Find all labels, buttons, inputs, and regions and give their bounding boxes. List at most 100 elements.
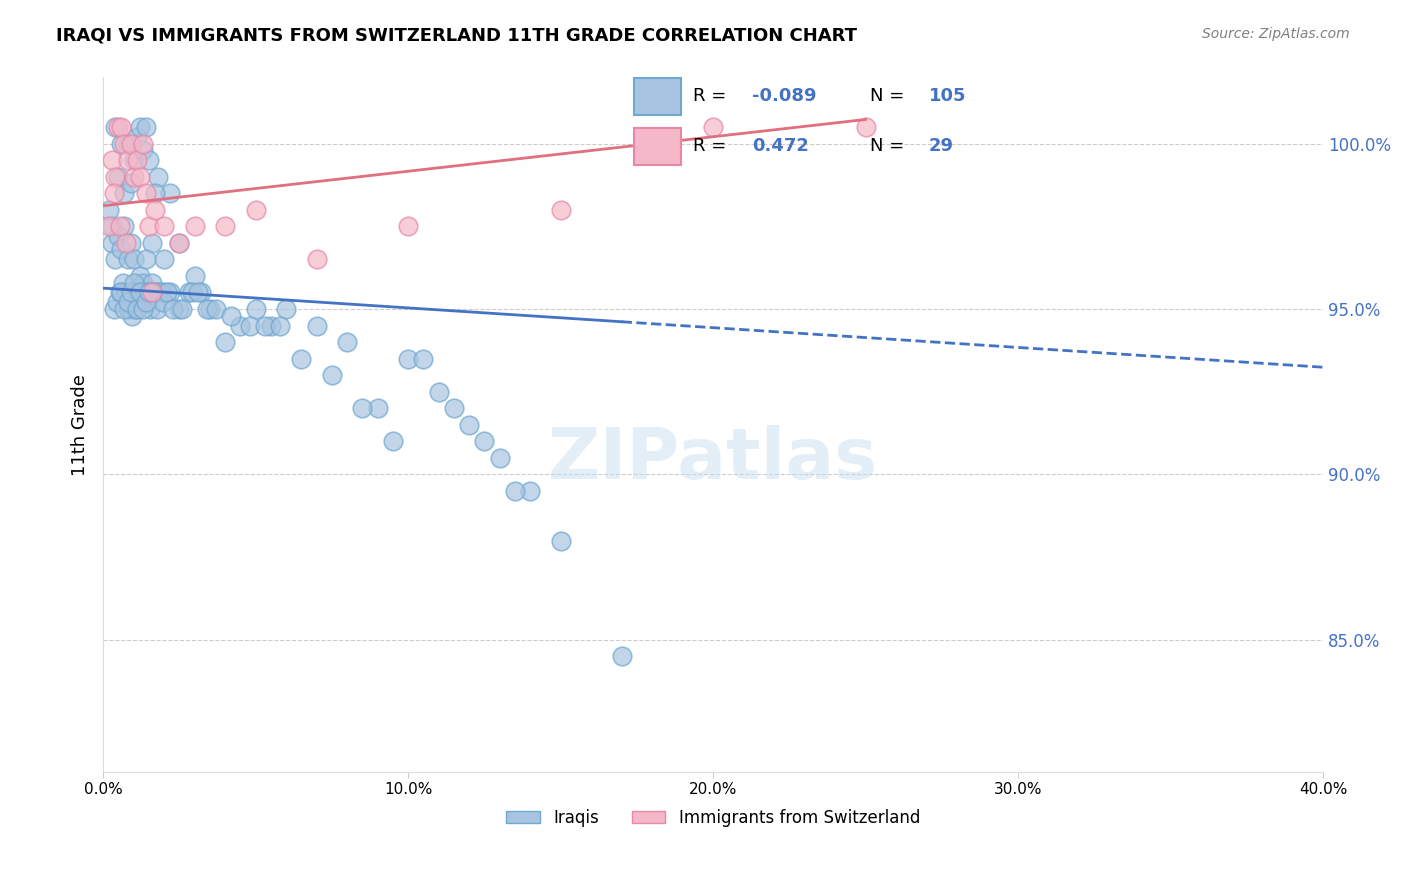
Point: [122, 153, 145, 168]
FancyBboxPatch shape: [634, 128, 681, 165]
Point: [260, 318, 283, 333]
Point: [153, 252, 176, 267]
Point: [183, 268, 205, 283]
Point: [198, 301, 221, 316]
Point: [118, 301, 141, 316]
Point: [153, 285, 176, 300]
Point: [148, 285, 170, 300]
Point: [122, 252, 145, 267]
Point: [103, 186, 125, 201]
Point: [121, 309, 143, 323]
Text: N =: N =: [870, 87, 910, 104]
Point: [111, 276, 134, 290]
Point: [172, 301, 194, 316]
Text: ZIPatlas: ZIPatlas: [548, 425, 879, 494]
Point: [138, 285, 160, 300]
Point: [177, 285, 200, 300]
Point: [162, 301, 184, 316]
Point: [104, 169, 127, 184]
Point: [101, 235, 124, 250]
Point: [114, 136, 136, 151]
Point: [336, 334, 359, 349]
Point: [132, 143, 155, 157]
Text: N =: N =: [870, 137, 910, 155]
Point: [114, 186, 136, 201]
Point: [107, 120, 129, 134]
Point: [139, 301, 162, 316]
Point: [115, 235, 138, 250]
Point: [169, 301, 191, 316]
Point: [125, 285, 148, 300]
Point: [138, 153, 160, 168]
FancyBboxPatch shape: [634, 78, 681, 115]
Point: [488, 450, 510, 465]
Point: [120, 285, 142, 300]
Point: [245, 301, 267, 316]
Point: [519, 483, 541, 498]
Point: [117, 252, 139, 267]
Point: [122, 276, 145, 290]
Point: [108, 285, 131, 300]
Point: [141, 276, 163, 290]
Point: [117, 136, 139, 151]
Point: [127, 285, 149, 300]
Point: [352, 401, 374, 416]
Point: [120, 136, 142, 151]
Point: [117, 295, 139, 310]
Point: [117, 153, 139, 168]
Point: [107, 169, 129, 184]
Point: [321, 368, 343, 383]
Point: [143, 202, 166, 217]
Point: [187, 285, 209, 300]
Point: [110, 120, 132, 134]
Point: [115, 285, 138, 300]
Point: [107, 229, 129, 244]
Point: [105, 295, 128, 310]
Point: [141, 285, 163, 300]
Point: [132, 276, 155, 290]
Point: [305, 252, 328, 267]
Point: [367, 401, 389, 416]
Point: [427, 384, 450, 399]
Point: [132, 301, 155, 316]
Legend: Iraqis, Immigrants from Switzerland: Iraqis, Immigrants from Switzerland: [499, 802, 927, 833]
Point: [142, 285, 165, 300]
Point: [205, 301, 228, 316]
Point: [276, 301, 298, 316]
Point: [195, 301, 218, 316]
Point: [381, 434, 404, 449]
Point: [145, 301, 167, 316]
Point: [103, 301, 125, 316]
Point: [159, 186, 181, 201]
Point: [855, 120, 877, 134]
Point: [143, 186, 166, 201]
Point: [122, 169, 145, 184]
Point: [120, 235, 142, 250]
Point: [134, 285, 156, 300]
Point: [110, 243, 132, 257]
Point: [146, 169, 169, 184]
Point: [458, 417, 481, 432]
Point: [412, 351, 434, 366]
Point: [98, 219, 121, 234]
Point: [152, 295, 174, 310]
Point: [132, 136, 155, 151]
Point: [125, 130, 148, 145]
Point: [146, 285, 169, 300]
Point: [135, 252, 157, 267]
Point: [238, 318, 260, 333]
Point: [128, 268, 150, 283]
Text: R =: R =: [693, 87, 731, 104]
Point: [290, 351, 312, 366]
Y-axis label: 11th Grade: 11th Grade: [72, 374, 89, 475]
Point: [503, 483, 526, 498]
Point: [219, 309, 242, 323]
Point: [135, 295, 157, 310]
Text: R =: R =: [693, 137, 737, 155]
Point: [101, 153, 124, 168]
Point: [104, 120, 127, 134]
Point: [702, 120, 724, 134]
Point: [550, 202, 572, 217]
Point: [135, 186, 157, 201]
Point: [305, 318, 328, 333]
